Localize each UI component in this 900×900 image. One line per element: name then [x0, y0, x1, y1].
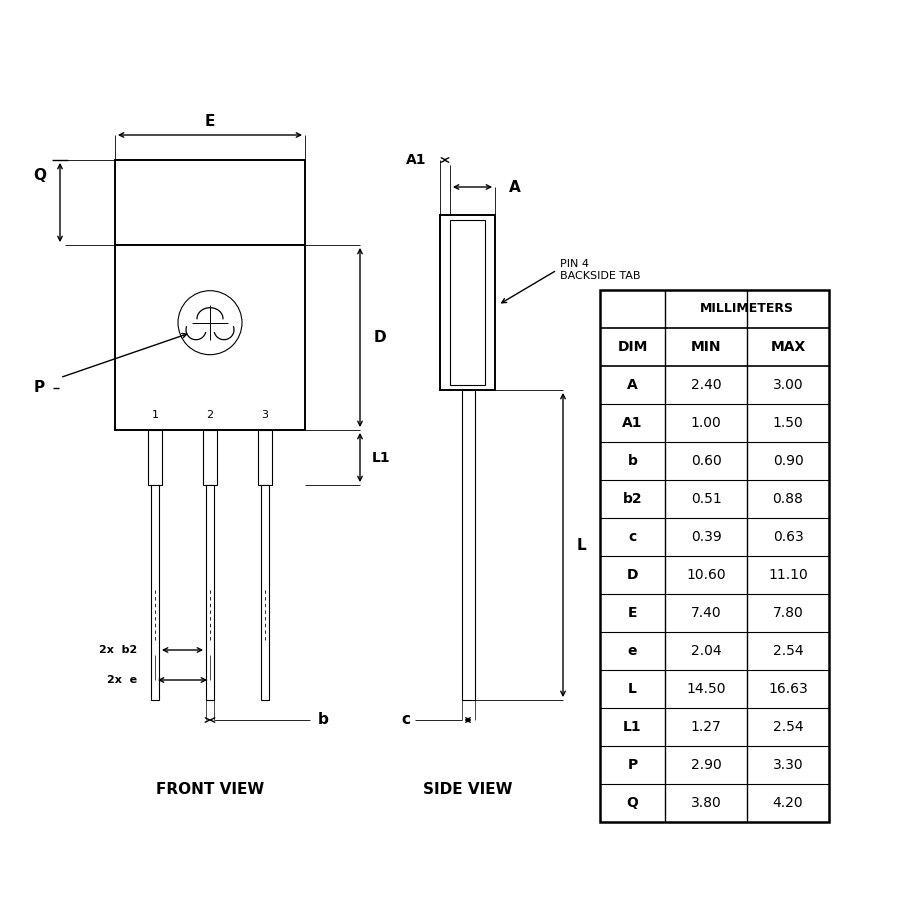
- Text: b: b: [627, 454, 637, 468]
- Text: 3.80: 3.80: [690, 796, 722, 810]
- Text: 0.90: 0.90: [772, 454, 804, 468]
- Bar: [462, 390, 474, 700]
- Text: 16.63: 16.63: [768, 682, 808, 696]
- Text: L1: L1: [372, 451, 391, 464]
- Text: 2: 2: [206, 410, 213, 420]
- Text: D: D: [374, 330, 387, 345]
- Text: L: L: [577, 537, 587, 553]
- Text: 2.54: 2.54: [773, 720, 804, 734]
- Text: L: L: [628, 682, 637, 696]
- Text: 11.10: 11.10: [768, 568, 808, 582]
- Text: 2.40: 2.40: [690, 378, 721, 392]
- Bar: [450, 220, 485, 385]
- Bar: [600, 290, 829, 822]
- Text: A1: A1: [406, 153, 426, 167]
- Text: P: P: [627, 758, 637, 772]
- Text: 2.90: 2.90: [690, 758, 722, 772]
- Text: A: A: [627, 378, 638, 392]
- Text: A1: A1: [622, 416, 643, 430]
- Bar: [151, 485, 159, 700]
- Text: DIM: DIM: [617, 340, 648, 354]
- Text: 0.39: 0.39: [690, 530, 722, 544]
- Bar: [115, 160, 305, 245]
- Text: PIN 4
BACKSIDE TAB: PIN 4 BACKSIDE TAB: [560, 259, 641, 281]
- Text: 0.88: 0.88: [772, 492, 804, 506]
- Text: c: c: [628, 530, 636, 544]
- Text: 1.50: 1.50: [772, 416, 804, 430]
- Text: 7.80: 7.80: [772, 606, 804, 620]
- Text: c: c: [401, 713, 410, 727]
- Text: 10.60: 10.60: [686, 568, 725, 582]
- Text: 1.00: 1.00: [690, 416, 722, 430]
- Text: Q: Q: [626, 796, 638, 810]
- Text: 7.40: 7.40: [690, 606, 721, 620]
- Text: L1: L1: [623, 720, 642, 734]
- Bar: [440, 215, 495, 390]
- Text: b: b: [318, 713, 328, 727]
- Text: 3: 3: [262, 410, 268, 420]
- Text: 2x  b2: 2x b2: [99, 645, 137, 655]
- Text: 0.60: 0.60: [690, 454, 722, 468]
- Bar: [148, 430, 162, 485]
- Text: 4.20: 4.20: [773, 796, 804, 810]
- Text: 14.50: 14.50: [686, 682, 725, 696]
- Text: 2x  e: 2x e: [107, 675, 137, 685]
- Bar: [261, 485, 269, 700]
- Text: MAX: MAX: [770, 340, 806, 354]
- Bar: [115, 245, 305, 430]
- Text: SIDE VIEW: SIDE VIEW: [423, 782, 513, 797]
- Text: 1: 1: [151, 410, 158, 420]
- Text: MILLIMETERS: MILLIMETERS: [700, 302, 794, 316]
- Bar: [258, 430, 272, 485]
- Text: Q: Q: [33, 168, 46, 183]
- Text: 3.30: 3.30: [773, 758, 804, 772]
- Text: E: E: [205, 114, 215, 130]
- Text: b2: b2: [623, 492, 643, 506]
- Bar: [206, 485, 214, 700]
- Text: e: e: [628, 644, 637, 658]
- Text: P: P: [34, 380, 45, 395]
- Text: MIN: MIN: [691, 340, 721, 354]
- Text: 2.54: 2.54: [773, 644, 804, 658]
- Text: 1.27: 1.27: [690, 720, 722, 734]
- Text: FRONT VIEW: FRONT VIEW: [156, 782, 264, 797]
- Text: D: D: [626, 568, 638, 582]
- Bar: [203, 430, 217, 485]
- Text: 0.51: 0.51: [690, 492, 722, 506]
- Text: 3.00: 3.00: [773, 378, 804, 392]
- Text: A: A: [509, 179, 521, 194]
- Text: E: E: [628, 606, 637, 620]
- Text: 2.04: 2.04: [690, 644, 721, 658]
- Text: 0.63: 0.63: [772, 530, 804, 544]
